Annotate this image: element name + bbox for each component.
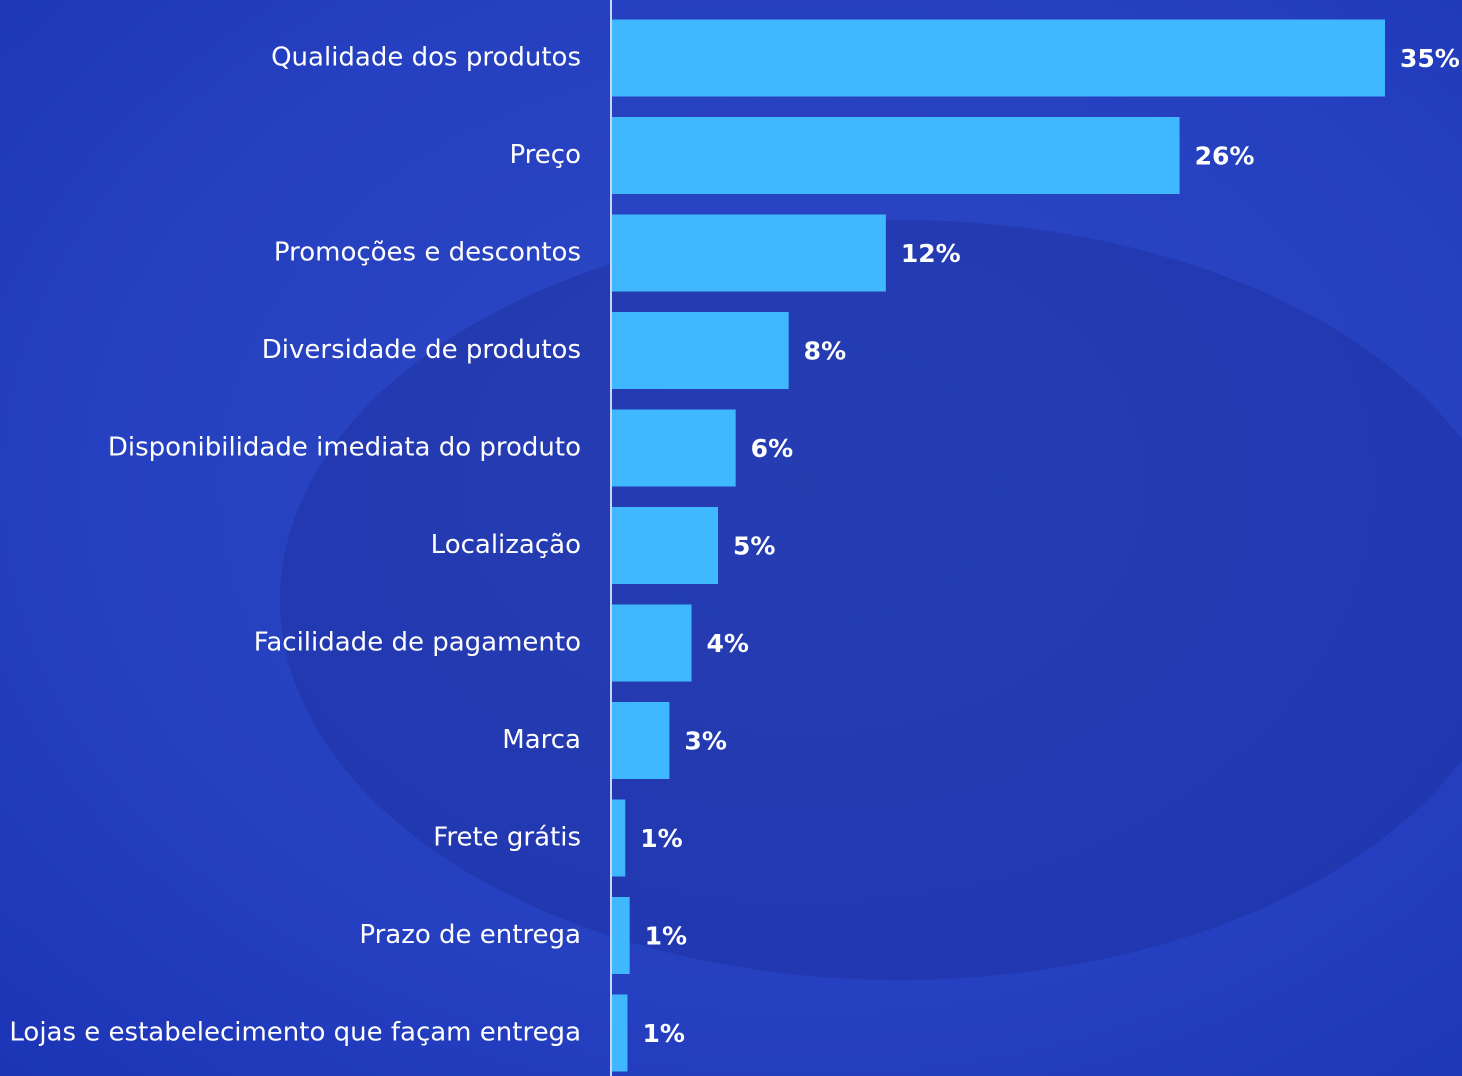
chart: Qualidade dos produtos 35% Preço 26% Promoçõ… <box>0 0 1462 1076</box>
value-label: 3% <box>684 727 726 756</box>
page: Qualidade dos produtos 35% Preço 26% Promoçõ… <box>0 0 1462 1076</box>
bar <box>612 507 718 584</box>
bar <box>612 215 886 292</box>
value-label: 1% <box>642 1019 684 1048</box>
value-label: 4% <box>707 629 749 658</box>
category-label: Facilidade de pagamento <box>254 628 581 658</box>
bar <box>612 312 789 389</box>
category-label: Preço <box>509 140 581 170</box>
value-label: 26% <box>1195 142 1255 171</box>
value-label: 6% <box>751 434 793 463</box>
category-label: Localização <box>431 530 581 560</box>
category-label: Marca <box>502 725 581 755</box>
category-label: Prazo de entrega <box>359 920 581 950</box>
category-label: Disponibilidade imediata do produto <box>108 433 581 463</box>
category-label: Promoções e descontos <box>274 238 581 268</box>
bar <box>612 897 630 974</box>
category-label: Qualidade dos produtos <box>271 43 581 73</box>
value-label: 12% <box>901 239 961 268</box>
category-label: Lojas e estabelecimento que façam entreg… <box>9 1018 581 1048</box>
category-label: Diversidade de produtos <box>262 335 581 365</box>
value-label: 35% <box>1400 44 1460 73</box>
value-label: 1% <box>640 824 682 853</box>
bar <box>612 995 627 1072</box>
background-shape <box>280 220 1462 980</box>
value-label: 8% <box>804 337 846 366</box>
value-label: 1% <box>645 922 687 951</box>
bar <box>612 605 692 682</box>
value-label: 5% <box>733 532 775 561</box>
category-label: Frete grátis <box>433 823 581 853</box>
bar <box>612 702 669 779</box>
bar <box>612 20 1385 97</box>
bar <box>612 800 625 877</box>
bar <box>612 117 1180 194</box>
bar <box>612 410 736 487</box>
